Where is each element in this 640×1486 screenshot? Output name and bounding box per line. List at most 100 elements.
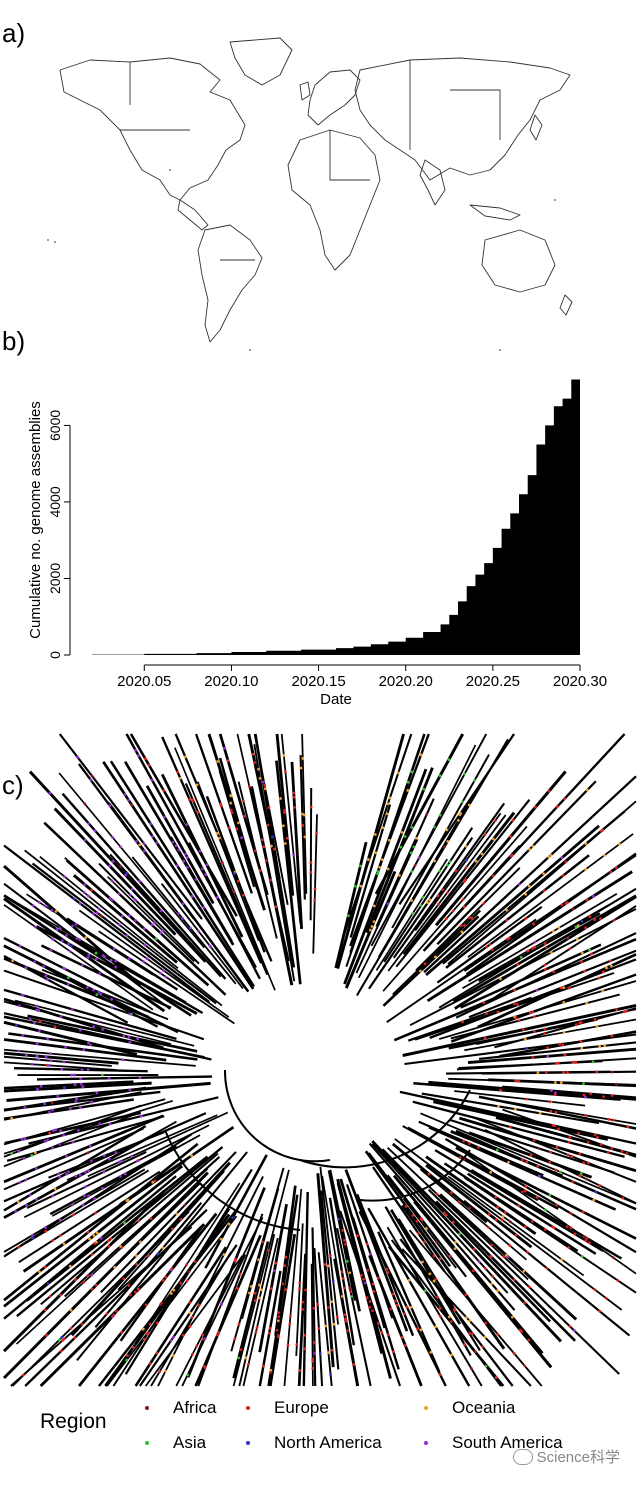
tree-tip [50, 908, 54, 912]
tree-tip [552, 970, 556, 974]
tree-tip [354, 884, 357, 888]
tree-tip [585, 1001, 589, 1005]
tree-tip [596, 1135, 599, 1139]
tree-branch [160, 883, 244, 990]
tree-tip [60, 1335, 64, 1339]
tree-tip [616, 1279, 620, 1282]
tree-tip [606, 1151, 610, 1154]
tree-tip [494, 1375, 498, 1379]
tree-tip [544, 1208, 547, 1212]
tree-branch [470, 1169, 623, 1260]
tree-tip [136, 1037, 140, 1041]
tree-tip [570, 1155, 574, 1158]
tree-tip [372, 904, 376, 908]
tree-tip [343, 1286, 347, 1290]
tree-tip [331, 1279, 335, 1283]
tree-tip [37, 1009, 40, 1012]
tree-tip [263, 787, 267, 791]
tree-tip [299, 766, 303, 770]
tree-branch [312, 814, 318, 954]
tree-tip [451, 909, 455, 913]
tree-tip [73, 1336, 77, 1340]
tree-branch [242, 1237, 279, 1387]
tree-branch [375, 798, 435, 928]
tree-tip [80, 1322, 84, 1326]
tree-branch [297, 1253, 307, 1387]
tree-tip [43, 1102, 47, 1106]
tree-branch [394, 1138, 623, 1311]
tree-tip [373, 833, 377, 836]
tree-tip [46, 1282, 50, 1286]
tree-tip [438, 869, 442, 873]
tree-tip [409, 1305, 413, 1309]
tree-tip [58, 1218, 62, 1222]
tree-tip [428, 898, 432, 902]
tree-tip [443, 845, 446, 849]
tree-tip [460, 930, 464, 934]
tree-tip [147, 1254, 150, 1258]
tree-tip [17, 1245, 21, 1249]
tree-tip [221, 861, 224, 865]
tree-tip [46, 1138, 50, 1142]
tree-branch [371, 1140, 562, 1343]
tree-tip [522, 1269, 526, 1273]
tree-tip [551, 929, 555, 933]
tree-tip [244, 1356, 248, 1360]
tree-tip [472, 1269, 475, 1273]
tree-branch [258, 1203, 288, 1353]
tree-tip [609, 870, 613, 874]
tree-tip [88, 1237, 92, 1241]
tree-tip [574, 925, 578, 929]
tree-tip [370, 925, 374, 928]
tree-branch [3, 1120, 177, 1219]
tree-tip [501, 1215, 505, 1218]
tree-tip [274, 1261, 278, 1265]
tree-tip [557, 1127, 560, 1131]
tree-tip [604, 1296, 608, 1300]
tree-tip [48, 1294, 52, 1298]
tree-tip [138, 843, 142, 847]
tree-branch [407, 1126, 559, 1210]
tree-tip [562, 1030, 566, 1034]
tree-tip [159, 1303, 163, 1306]
tree-branch [274, 1185, 297, 1336]
tree-tip [369, 1252, 372, 1256]
tree-tip [508, 1125, 512, 1129]
tree-tip [270, 844, 273, 848]
legend-item-europe: Europe [246, 1398, 329, 1418]
tree-tip [79, 1082, 83, 1086]
tree-tip [262, 845, 266, 849]
tree-tip [153, 1179, 157, 1183]
tree-tip [148, 1322, 152, 1326]
tree-tip [537, 1147, 541, 1150]
tree-tip [488, 942, 492, 946]
tree-tip [462, 905, 466, 909]
tree-tip [267, 1331, 271, 1335]
tree-tip [81, 1085, 85, 1089]
tree-tip [505, 908, 509, 912]
tree-tip [68, 1107, 72, 1111]
tree-tip [462, 1139, 466, 1143]
tree-tip [491, 874, 495, 877]
tree-tip [148, 1362, 152, 1366]
tree-tip [588, 948, 591, 952]
tree-tip [150, 778, 154, 782]
tree-tip [313, 1351, 317, 1355]
tree-tip [264, 859, 268, 863]
tree-branch [382, 825, 528, 992]
tree-tip [261, 1364, 265, 1368]
tree-tip [134, 1290, 137, 1294]
tree-tip [324, 1324, 328, 1328]
tree-tip [86, 1274, 90, 1278]
tree-tip [37, 1270, 41, 1274]
tree-tip [549, 853, 553, 857]
tree-tip [625, 1152, 629, 1156]
tree-branch [381, 1148, 552, 1323]
tree-tip [108, 897, 112, 900]
tree-branch [197, 1213, 264, 1387]
tree-tip [579, 1172, 583, 1175]
tree-branch [420, 1112, 637, 1205]
tree-tip [482, 1001, 486, 1005]
tree-tip [254, 1330, 258, 1334]
tree-branch [477, 953, 637, 1029]
